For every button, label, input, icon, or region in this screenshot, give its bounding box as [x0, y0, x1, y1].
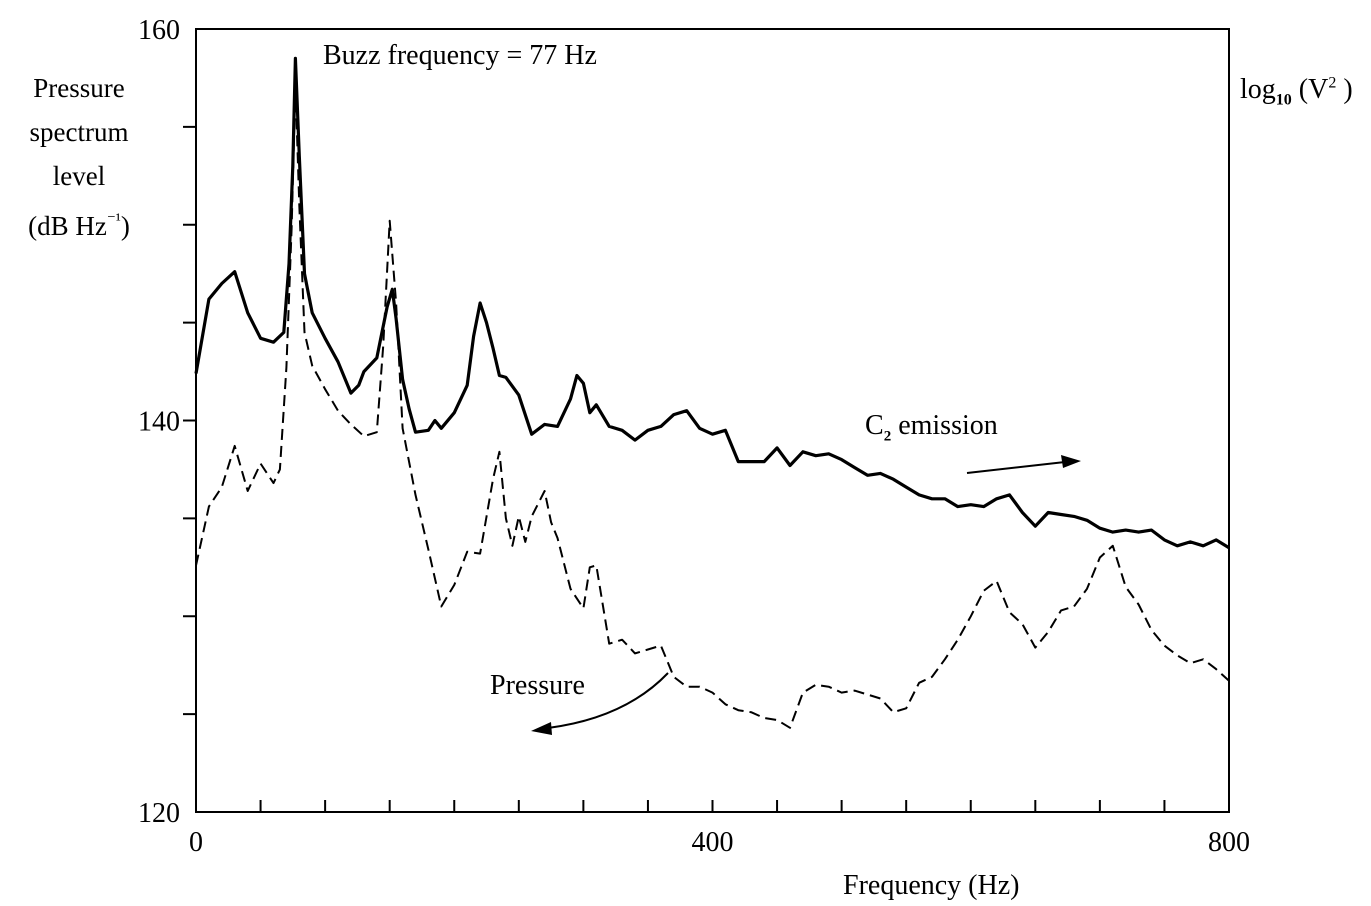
c2-emission-series-line — [194, 56, 1230, 550]
y-axis-label: Pressure spectrum level (dB Hz⁻¹) — [4, 66, 154, 248]
c2-emission-arrowhead — [1061, 455, 1081, 468]
y-tick-label: 120 — [138, 798, 180, 829]
x-axis-label: Frequency (Hz) — [843, 870, 1020, 901]
pressure-arrow — [547, 672, 669, 729]
y-axis-label-line-1: Pressure — [33, 73, 125, 103]
c2-emission-label: C2 emission — [865, 410, 998, 445]
x-tick-label: 0 — [189, 827, 203, 858]
c2-emission-arrow — [966, 461, 1066, 474]
y-axis-label-line-4: (dB Hz⁻¹) — [28, 210, 130, 241]
pressure-series-line — [195, 82, 1230, 729]
plot-frame — [195, 28, 1230, 813]
y-axis-label-line-2: spectrum — [29, 117, 129, 147]
pressure-label: Pressure — [490, 670, 585, 701]
y-axis-label-line-3: level — [52, 161, 106, 191]
x-tick-label: 800 — [1208, 827, 1250, 858]
x-tick-label: 400 — [692, 827, 734, 858]
right-axis-label: log10 (V2 ) — [1240, 74, 1353, 109]
y-tick-label: 140 — [138, 407, 180, 438]
pressure-arrowhead — [531, 722, 552, 735]
buzz-frequency-annotation: Buzz frequency = 77 Hz — [323, 40, 597, 71]
y-tick-label: 160 — [138, 15, 180, 46]
